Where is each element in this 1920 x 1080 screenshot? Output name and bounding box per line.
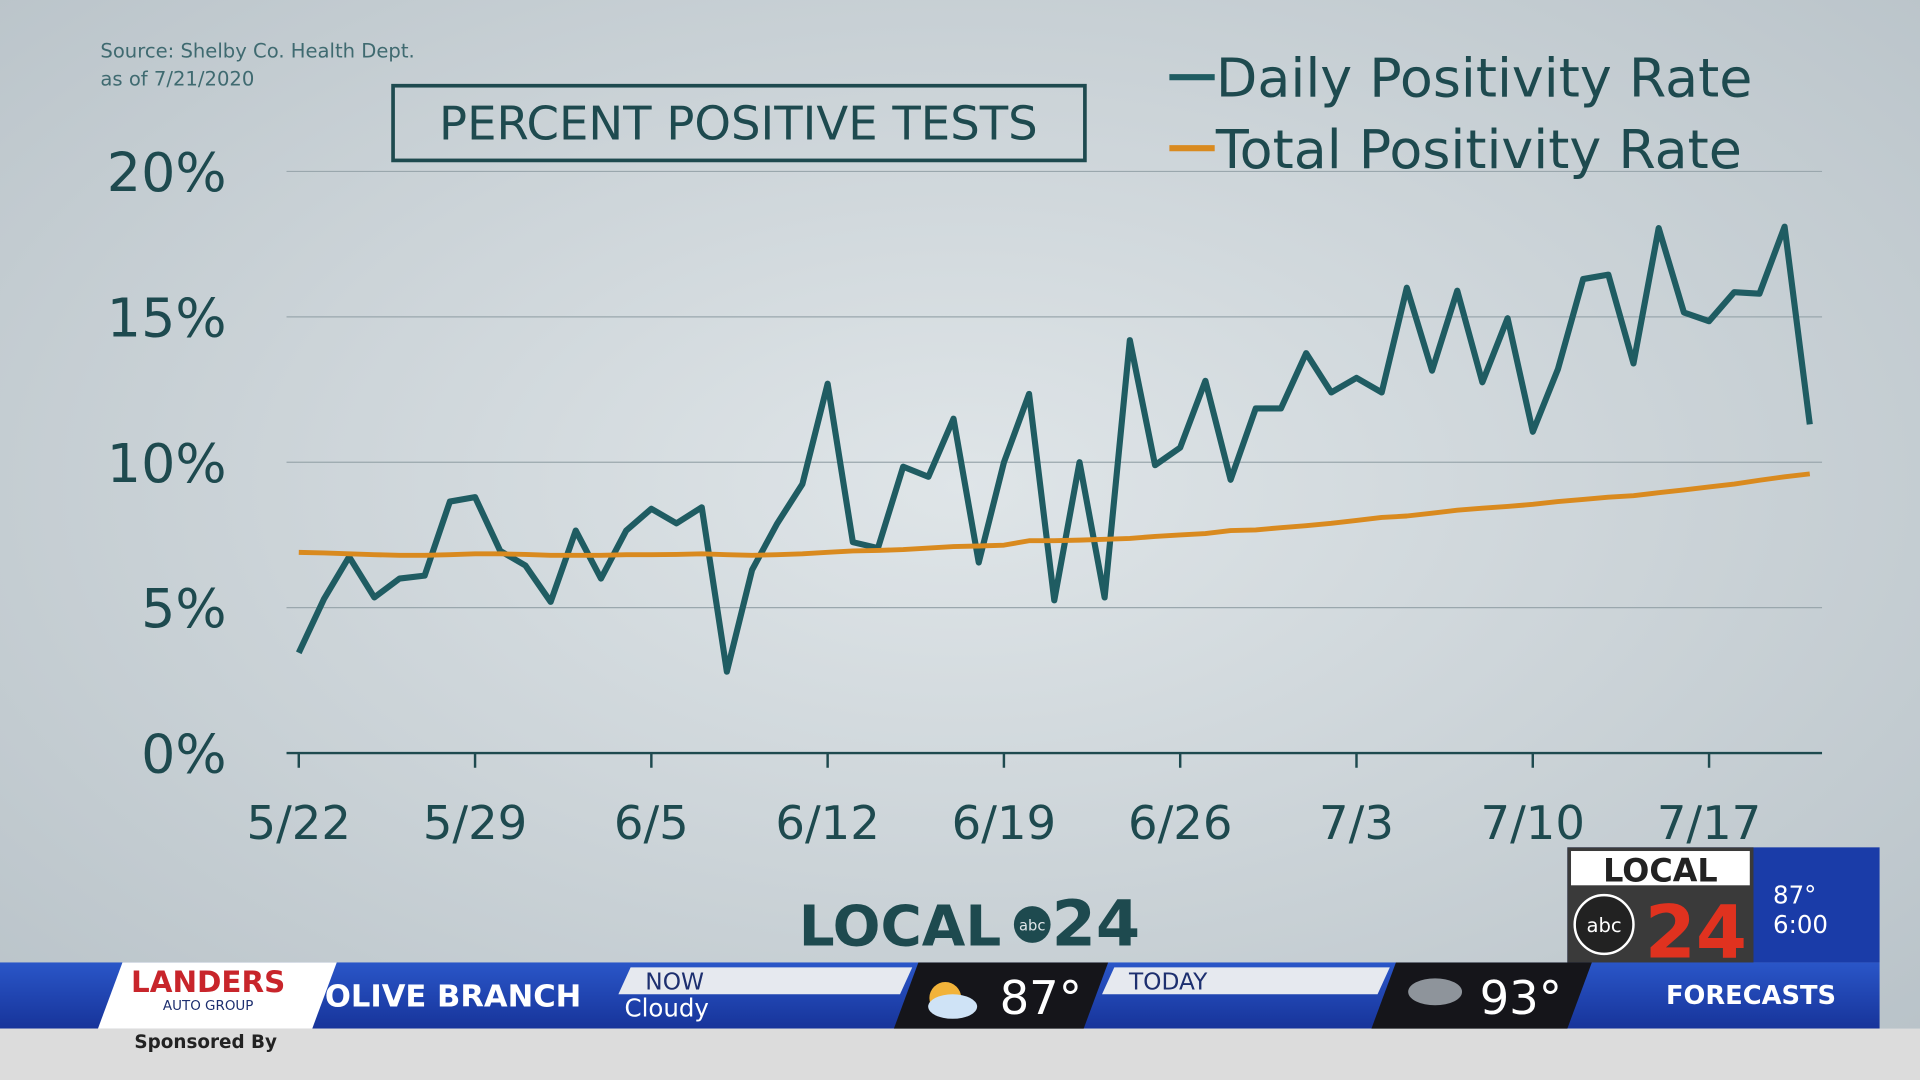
bug-network-circle xyxy=(1573,893,1635,956)
as-of: as of 7/21/2020 xyxy=(100,68,254,91)
today-tab xyxy=(1102,967,1390,995)
sponsor: LANDERS xyxy=(131,965,285,999)
y-tick-label: 10% xyxy=(107,432,227,495)
series-line xyxy=(296,223,1813,675)
legend-label: Total Positivity Rate xyxy=(1215,118,1742,181)
now-label: NOW xyxy=(645,968,704,995)
sponsor-sub: AUTO GROUP xyxy=(163,999,253,1014)
y-tick-label: 15% xyxy=(107,286,227,349)
location: OLIVE BRANCH xyxy=(325,980,581,1015)
plot: 0% 5% 10% 15% 20% 5/22 5/29 6/5 6/12 6/19 6/26 7/3 7… xyxy=(107,141,1823,850)
x-tick-label: 6/12 xyxy=(775,796,879,850)
today-label: TODAY xyxy=(1128,968,1208,995)
source: Source: Shelby Co. Health Dept. xyxy=(100,40,414,63)
x-tick-label: 5/29 xyxy=(423,796,527,850)
x-tick-label: 6/26 xyxy=(1128,796,1232,850)
x-tick-label: 7/3 xyxy=(1319,796,1394,850)
x-tick-label: 7/17 xyxy=(1657,796,1761,850)
logo-number: 24 xyxy=(1052,887,1141,961)
today-temp-panel xyxy=(1371,962,1592,1029)
x-tick-label: 6/19 xyxy=(952,796,1056,850)
today-temp: 93° xyxy=(1480,971,1562,1025)
sponsored-by: Sponsored By xyxy=(134,1032,277,1053)
now-temp: 87° xyxy=(1000,971,1082,1025)
weather-icon-cloud xyxy=(928,994,978,1019)
y-tick-label: 5% xyxy=(141,577,226,640)
bug-word-bg xyxy=(1571,851,1750,886)
x-tick-label: 5/22 xyxy=(247,796,351,850)
bug-number: 24 xyxy=(1645,891,1747,976)
now-tab xyxy=(618,967,913,995)
chart-title: PERCENT POSITIVE TESTS xyxy=(439,97,1038,151)
weather-icon-rain xyxy=(1408,978,1463,1006)
title-box xyxy=(391,83,1087,163)
forecasts: FORECASTS xyxy=(1666,981,1836,1011)
legend-label: Daily Positivity Rate xyxy=(1216,47,1752,110)
series-line xyxy=(298,471,1811,558)
now-condition: Cloudy xyxy=(624,993,708,1022)
lower-strip xyxy=(0,1028,1920,1080)
logo-network: abc xyxy=(1019,918,1045,935)
sponsor-panel xyxy=(97,962,337,1029)
x-tick-label: 6/5 xyxy=(614,796,689,850)
bug-time: 6:00 xyxy=(1773,910,1828,939)
y-tick-label: 20% xyxy=(107,141,227,204)
logo-word: LOCAL xyxy=(799,894,1002,959)
bug-word: LOCAL xyxy=(1603,852,1717,890)
x-tick-label: 7/10 xyxy=(1481,796,1585,850)
legend: Daily Positivity Rate Total Positivity Ra… xyxy=(1169,47,1752,181)
bug-network: abc xyxy=(1586,914,1621,937)
logo-circle xyxy=(1013,906,1051,943)
y-tick-label: 0% xyxy=(141,723,226,786)
bug-temp: 87° xyxy=(1773,881,1816,910)
